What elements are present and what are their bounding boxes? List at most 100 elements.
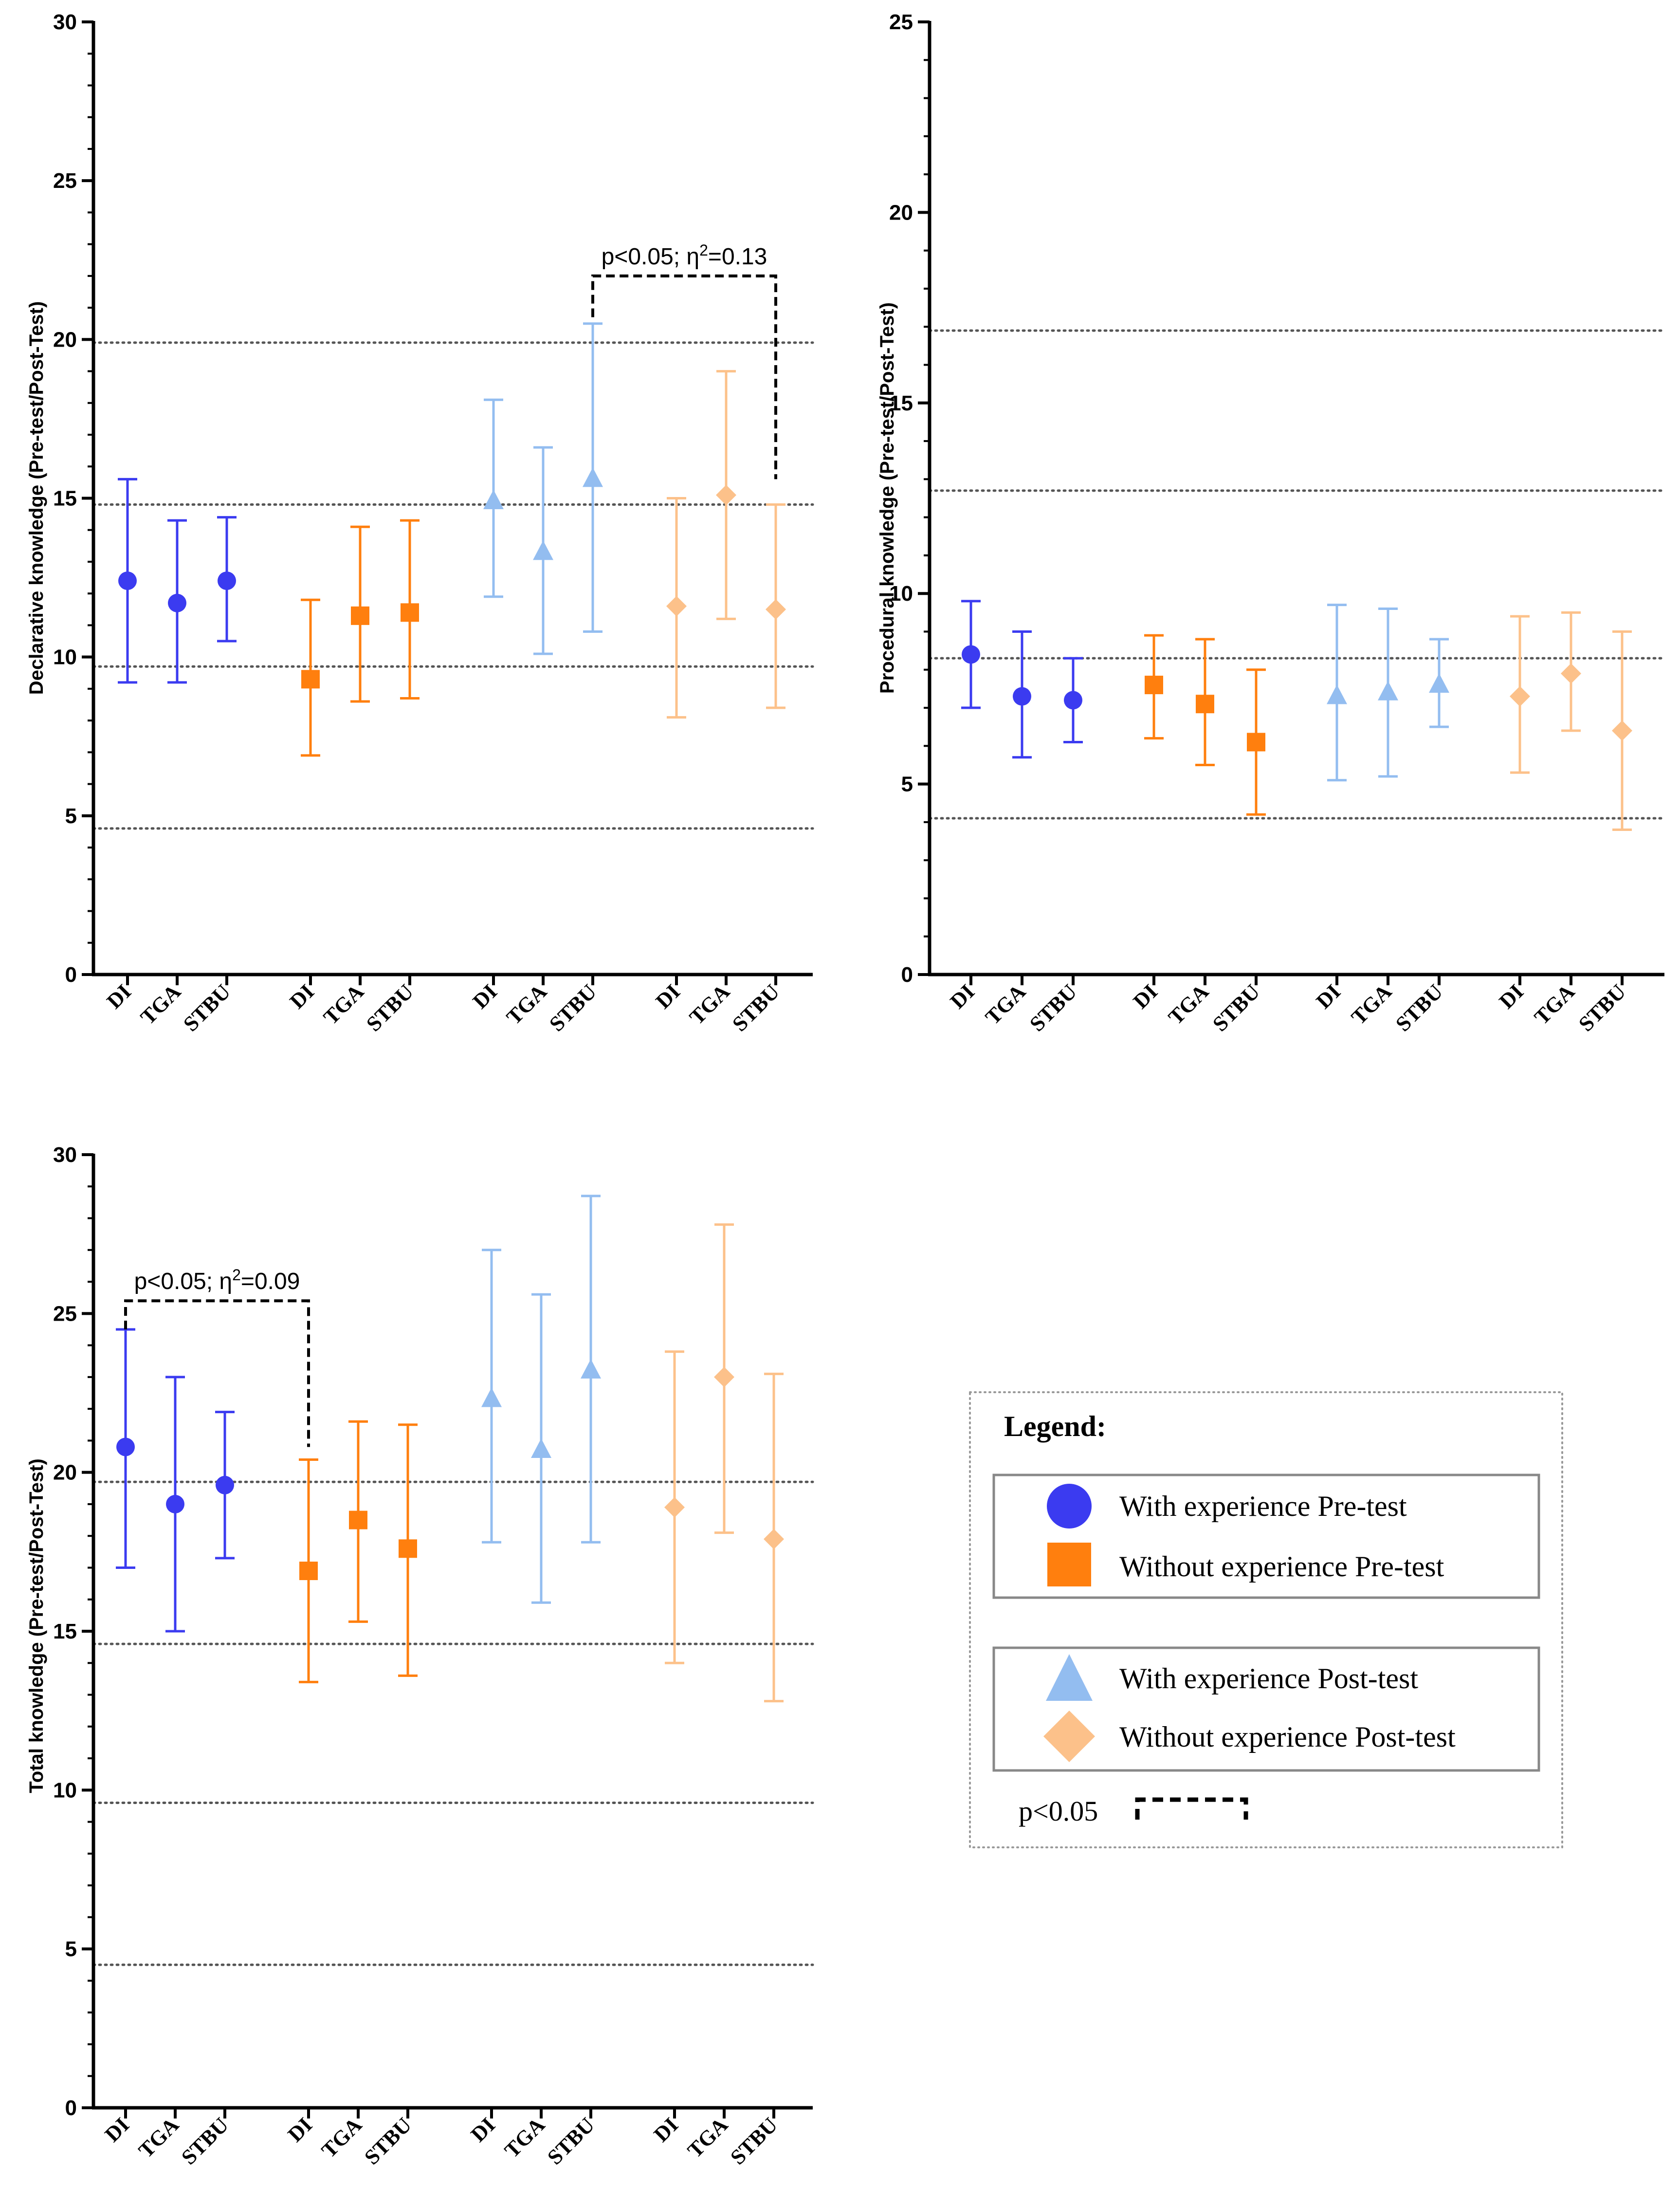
x-tick-label: TGA <box>685 979 734 1029</box>
point-without-post <box>716 484 736 505</box>
x-tick-label: TGA <box>500 2113 549 2162</box>
x-tick-label: STBU <box>177 2113 233 2169</box>
x-tick-label: STBU <box>1208 979 1264 1036</box>
x-tick-label: STBU <box>179 979 235 1036</box>
point-with-pre <box>166 1494 184 1513</box>
legend: Legend: With experience Pre-test Without… <box>969 1391 1563 1848</box>
y-tick-label: 5 <box>901 773 913 796</box>
legend-label-without-post: Without experience Post-test <box>1119 1721 1456 1753</box>
point-with-post <box>581 1359 601 1379</box>
y-tick-label: 10 <box>53 1778 77 1802</box>
point-with-post <box>583 467 603 487</box>
point-without-post <box>1612 720 1632 741</box>
legend-title: Legend: <box>1004 1410 1106 1442</box>
y-tick-label: 25 <box>53 169 77 193</box>
point-with-post <box>1429 673 1449 693</box>
point-without-pre <box>399 1539 417 1558</box>
x-tick-label: DI <box>285 979 319 1013</box>
x-tick-label: TGA <box>1530 979 1579 1029</box>
point-without-pre <box>401 603 419 622</box>
point-with-pre <box>1064 691 1082 710</box>
point-without-post <box>664 1497 685 1518</box>
y-tick-label: 5 <box>65 804 77 828</box>
x-tick-label: TGA <box>136 979 185 1029</box>
y-tick-label: 20 <box>53 1461 77 1485</box>
x-tick-label: TGA <box>134 2113 183 2162</box>
point-without-pre <box>1196 695 1214 714</box>
point-with-pre <box>118 571 137 590</box>
point-with-pre <box>1013 687 1031 706</box>
x-tick-label: DI <box>649 2113 683 2146</box>
x-tick-label: STBU <box>1025 979 1081 1036</box>
x-tick-label: DI <box>651 979 685 1013</box>
point-with-pre <box>218 571 236 590</box>
point-without-pre <box>299 1561 318 1580</box>
point-without-post <box>764 1529 784 1549</box>
x-tick-label: TGA <box>981 979 1030 1029</box>
point-with-pre <box>216 1475 234 1494</box>
x-tick-label: DI <box>466 2113 500 2146</box>
x-tick-label: TGA <box>1347 979 1396 1029</box>
point-with-post <box>483 490 504 510</box>
x-tick-label: TGA <box>317 2113 366 2162</box>
x-tick-label: STBU <box>545 979 601 1036</box>
y-tick-label: 25 <box>53 1302 77 1326</box>
y-tick-label: 25 <box>889 10 913 34</box>
point-without-pre <box>351 606 369 625</box>
y-tick-label: 15 <box>53 1620 77 1643</box>
legend-label-with-pre: With experience Pre-test <box>1119 1490 1407 1522</box>
significance-label: p<0.05; η2=0.09 <box>134 1266 300 1294</box>
point-without-post <box>666 596 687 617</box>
legend-triangle-marker <box>1046 1654 1093 1701</box>
point-with-post <box>481 1387 502 1407</box>
point-without-pre <box>1145 676 1163 695</box>
point-without-post <box>1561 663 1581 684</box>
y-tick-label: 20 <box>53 328 77 351</box>
declarative-knowledge-chart: 0 5 10 15 20 25 30 Declarative knowledge (Pre-t… <box>26 10 814 1036</box>
y-tick-label: 5 <box>65 1937 77 1961</box>
point-without-pre <box>1247 733 1265 752</box>
legend-label-without-pre: Without experience Pre-test <box>1119 1550 1444 1583</box>
x-tick-label: STBU <box>362 979 418 1036</box>
significance-label: p<0.05; η2=0.13 <box>602 241 767 270</box>
y-tick-label: 15 <box>53 487 77 511</box>
legend-circle-marker <box>1047 1484 1092 1529</box>
point-with-post <box>1327 684 1347 704</box>
point-with-pre <box>962 645 980 664</box>
x-tick-label: DI <box>468 979 502 1013</box>
x-tick-label: TGA <box>683 2113 732 2162</box>
point-with-post <box>1378 681 1398 700</box>
y-tick-label: 15 <box>889 391 913 415</box>
legend-sig-label: p<0.05 <box>1019 1795 1098 1827</box>
y-axis-label: Declarative knowledge (Pre-test/Post-Tes… <box>26 301 47 695</box>
point-with-post <box>531 1438 551 1458</box>
x-tick-label: TGA <box>1164 979 1213 1029</box>
x-tick-label: DI <box>102 979 136 1013</box>
point-with-pre <box>168 593 186 612</box>
x-tick-label: DI <box>946 979 979 1013</box>
legend-sig-bracket <box>1135 1797 1248 1820</box>
x-tick-label: DI <box>100 2113 134 2146</box>
y-tick-label: 0 <box>65 963 77 987</box>
y-axis-label: Procedural knowledge (Pre-test/Post-Test… <box>877 302 898 694</box>
y-tick-label: 0 <box>65 2096 77 2120</box>
total-knowledge-chart: 0 5 10 15 20 25 30 Total knowledge (Pre-test/Po… <box>26 1143 814 2169</box>
legend-label-with-post: With experience Post-test <box>1119 1662 1418 1695</box>
legend-diamond-marker <box>1043 1711 1095 1762</box>
legend-square-marker <box>1047 1543 1091 1586</box>
x-tick-label: DI <box>1495 979 1528 1013</box>
y-tick-label: 30 <box>53 10 77 34</box>
y-axis-label: Total knowledge (Pre-test/Post-Test) <box>26 1458 47 1793</box>
y-tick-label: 10 <box>889 582 913 606</box>
x-tick-label: TGA <box>502 979 551 1029</box>
point-with-post <box>533 540 553 560</box>
procedural-knowledge-chart: 0 5 10 15 20 25 Procedural knowledge (Pre-test… <box>877 10 1666 1036</box>
x-tick-label: STBU <box>360 2113 416 2169</box>
point-without-post <box>714 1366 734 1387</box>
x-tick-label: TGA <box>319 979 368 1029</box>
point-without-post <box>766 599 786 620</box>
y-tick-label: 30 <box>53 1143 77 1167</box>
x-tick-label: DI <box>283 2113 317 2146</box>
y-tick-label: 10 <box>53 645 77 669</box>
